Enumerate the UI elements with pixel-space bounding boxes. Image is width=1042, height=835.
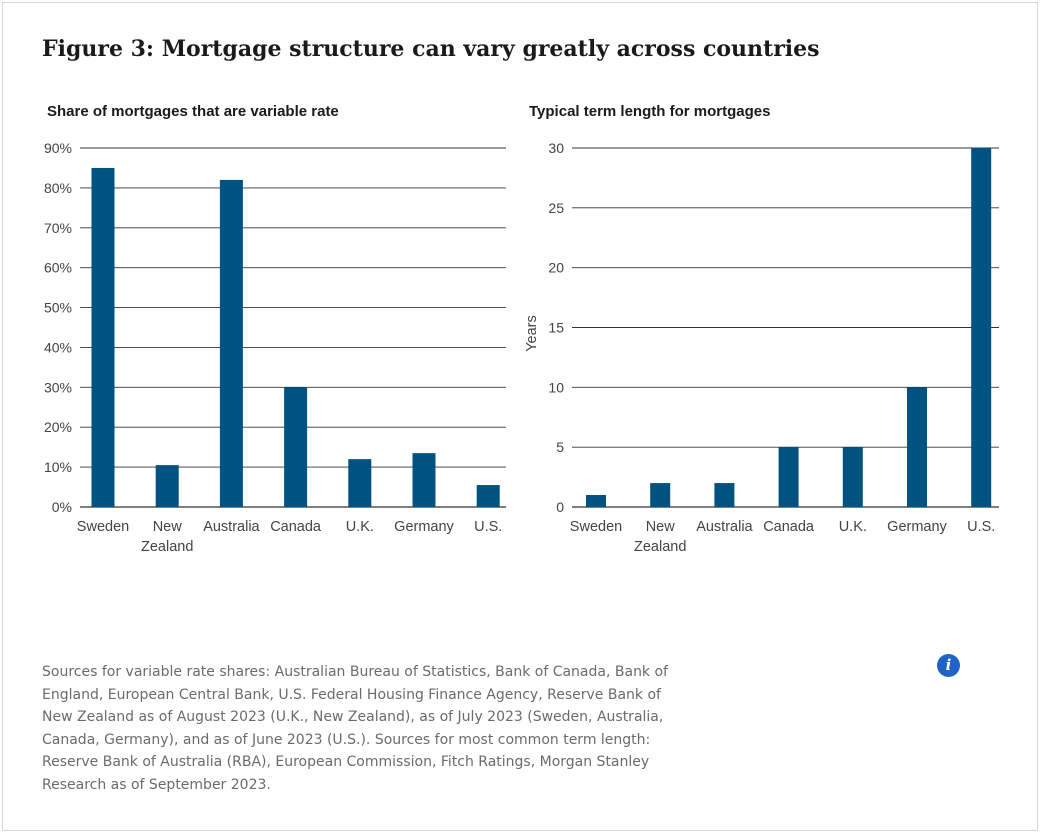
bar bbox=[412, 453, 436, 507]
right-chart-title: Typical term length for mortgages bbox=[529, 103, 771, 120]
y-tick-label: 30 bbox=[548, 140, 564, 156]
x-tick-label: U.K. bbox=[839, 519, 867, 535]
y-tick-label: 10% bbox=[44, 459, 72, 475]
x-tick-label: Germany bbox=[394, 519, 454, 535]
x-tick-label: Sweden bbox=[77, 519, 129, 535]
y-tick-label: 50% bbox=[44, 300, 72, 316]
bar bbox=[971, 148, 992, 507]
bar bbox=[842, 447, 863, 507]
left-chart-title: Share of mortgages that are variable rat… bbox=[47, 103, 339, 120]
y-tick-label: 0% bbox=[52, 499, 72, 515]
x-tick-label: New bbox=[153, 519, 183, 535]
x-tick-label: U.K. bbox=[346, 519, 374, 535]
x-tick-label: Zealand bbox=[634, 539, 686, 555]
y-tick-label: 5 bbox=[556, 439, 564, 455]
y-tick-label: 25 bbox=[548, 200, 564, 216]
y-tick-label: 20% bbox=[44, 419, 72, 435]
bar bbox=[907, 387, 927, 507]
x-tick-label: U.S. bbox=[474, 519, 502, 535]
y-tick-label: 30% bbox=[44, 379, 72, 395]
figure-title: Figure 3: Mortgage structure can vary gr… bbox=[42, 36, 820, 62]
sources-note: Sources for variable rate shares: Austra… bbox=[42, 664, 668, 793]
x-tick-label: Zealand bbox=[141, 539, 193, 555]
x-tick-label: New bbox=[646, 519, 676, 535]
bar bbox=[586, 495, 606, 507]
y-tick-label: 90% bbox=[44, 140, 72, 156]
bar bbox=[778, 447, 799, 507]
y-axis-label: Years bbox=[524, 315, 540, 352]
y-tick-label: 80% bbox=[44, 180, 72, 196]
y-tick-label: 20 bbox=[548, 260, 564, 276]
x-tick-label: Sweden bbox=[570, 519, 622, 535]
y-tick-label: 0 bbox=[556, 499, 564, 515]
bar bbox=[219, 179, 243, 507]
x-tick-label: Australia bbox=[696, 519, 753, 535]
x-tick-label: Germany bbox=[887, 519, 947, 535]
y-tick-label: 60% bbox=[44, 260, 72, 276]
bar bbox=[650, 483, 671, 507]
y-tick-label: 70% bbox=[44, 220, 72, 236]
bar bbox=[714, 483, 735, 507]
x-tick-label: Canada bbox=[270, 519, 322, 535]
x-tick-label: U.S. bbox=[967, 519, 995, 535]
y-tick-label: 40% bbox=[44, 339, 72, 355]
info-icon[interactable]: i bbox=[937, 654, 960, 677]
y-tick-label: 10 bbox=[548, 379, 564, 395]
bar bbox=[91, 167, 115, 507]
bar bbox=[476, 485, 500, 507]
x-tick-label: Canada bbox=[763, 519, 815, 535]
bar bbox=[284, 387, 308, 507]
x-tick-label: Australia bbox=[203, 519, 260, 535]
y-tick-label: 15 bbox=[548, 320, 564, 336]
bar bbox=[348, 459, 372, 507]
bar bbox=[155, 465, 179, 507]
